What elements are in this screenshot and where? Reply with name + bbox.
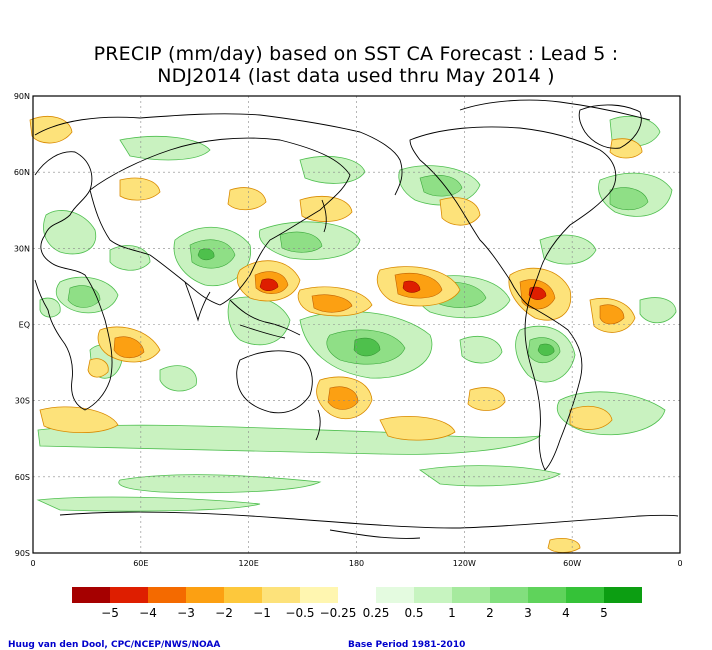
map-title-line-2: NDJ2014 (last data used thru May 2014 ) [157, 65, 555, 87]
legend-swatch [414, 587, 452, 603]
lat-label: 90N [14, 92, 30, 101]
lat-label: 90S [15, 549, 30, 558]
lon-label: 60E [133, 559, 148, 568]
legend-swatch [376, 587, 414, 603]
legend-swatch [148, 587, 186, 603]
legend-label: −4 [139, 606, 157, 620]
legend-swatch [338, 587, 376, 603]
legend-label: 0.25 [363, 606, 390, 620]
legend-swatch [528, 587, 566, 603]
latitude-labels: 90N 60N 30N EQ 30S 60S 90S [14, 92, 30, 558]
lon-label: 180 [349, 559, 364, 568]
lon-label: 120E [239, 559, 259, 568]
color-legend: −5 −4 −3 −2 −1 −0.5 −0.25 0.25 0.5 1 2 3 4 5 [72, 587, 642, 620]
legend-label: 2 [486, 606, 494, 620]
legend-swatch [224, 587, 262, 603]
coastlines [34, 99, 679, 539]
legend-label: −5 [101, 606, 119, 620]
lon-label: 120W [453, 559, 476, 568]
lon-label: 0 [30, 559, 35, 568]
lat-label: 30N [14, 244, 30, 253]
lat-label: EQ [19, 321, 30, 330]
legend-swatch [262, 587, 300, 603]
legend-label: 1 [448, 606, 456, 620]
map-title-line-1: PRECIP (mm/day) based on SST CA Forecast… [93, 43, 619, 65]
legend-label: −0.25 [320, 606, 357, 620]
lat-label: 30S [15, 397, 30, 406]
anomaly-fields [29, 116, 677, 553]
legend-label: 5 [600, 606, 608, 620]
credit-base-period: Base Period 1981-2010 [348, 640, 466, 650]
legend-label: −3 [177, 606, 195, 620]
lat-label: 60N [14, 168, 30, 177]
legend-label: 3 [524, 606, 532, 620]
legend-label: 0.5 [404, 606, 423, 620]
lat-label: 60S [15, 473, 30, 482]
lon-label: 0 [677, 559, 682, 568]
map-frame [32, 95, 681, 554]
longitude-labels: 0 60E 120E 180 120W 60W 0 [30, 559, 682, 568]
legend-swatch [490, 587, 528, 603]
legend-swatch [604, 587, 642, 603]
legend-swatch [452, 587, 490, 603]
legend-swatch [186, 587, 224, 603]
map-gridlines [33, 96, 680, 553]
legend-swatch [72, 587, 110, 603]
legend-swatch [566, 587, 604, 603]
legend-swatch [300, 587, 338, 603]
credit-author: Huug van den Dool, CPC/NCEP/NWS/NOAA [8, 640, 221, 650]
legend-label: −0.5 [285, 606, 314, 620]
legend-swatch [110, 587, 148, 603]
legend-label: −2 [215, 606, 233, 620]
legend-label: 4 [562, 606, 570, 620]
legend-label: −1 [253, 606, 271, 620]
lon-label: 60W [563, 559, 581, 568]
